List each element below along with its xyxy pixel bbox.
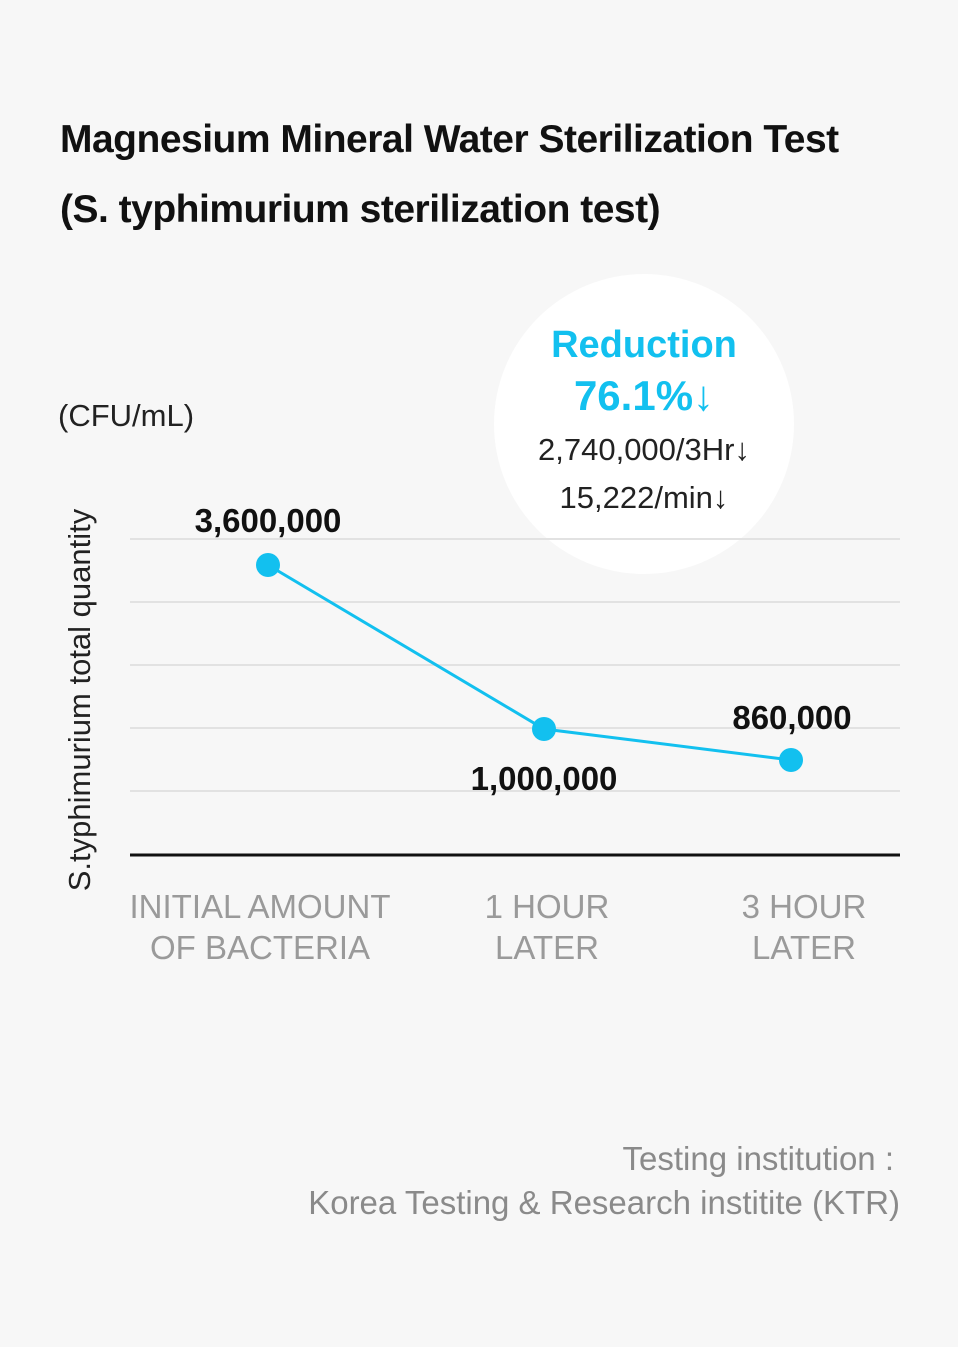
footer-institution-label: Testing institution : (622, 1140, 894, 1177)
x-tick-label-2-line-1: 1 HOUR (485, 888, 610, 925)
x-tick-label-2-line-2: LATER (495, 929, 599, 966)
data-point-3 (779, 748, 803, 772)
footer-institution-name: Korea Testing & Research institite (KTR) (308, 1184, 900, 1221)
data-point-2 (532, 717, 556, 741)
data-label-3: 860,000 (732, 699, 851, 736)
x-tick-label-3-line-1: 3 HOUR (742, 888, 867, 925)
y-axis-unit: (CFU/mL) (58, 398, 195, 433)
reduction-label: Reduction (551, 324, 737, 366)
series-line (267, 563, 792, 762)
x-tick-label-1-line-2: OF BACTERIA (150, 929, 370, 966)
reduction-per-3hr: 2,740,000/3Hr↓ (538, 432, 750, 467)
x-tick-label-3-line-2: LATER (752, 929, 856, 966)
chart-title-line-2: (S. typhimurium sterilization test) (60, 188, 661, 231)
reduction-bubble: Reduction 76.1%↓ 2,740,000/3Hr↓ 15,222/m… (494, 274, 794, 574)
chart-title-line-1: Magnesium Mineral Water Sterilization Te… (60, 118, 839, 161)
data-point-1 (256, 553, 280, 577)
data-label-2: 1,000,000 (471, 760, 618, 797)
reduction-percent: 76.1%↓ (573, 372, 715, 419)
reduction-per-min: 15,222/min↓ (559, 480, 729, 515)
x-tick-label-1-line-1: INITIAL AMOUNT (130, 888, 391, 925)
data-label-1: 3,600,000 (195, 502, 342, 539)
